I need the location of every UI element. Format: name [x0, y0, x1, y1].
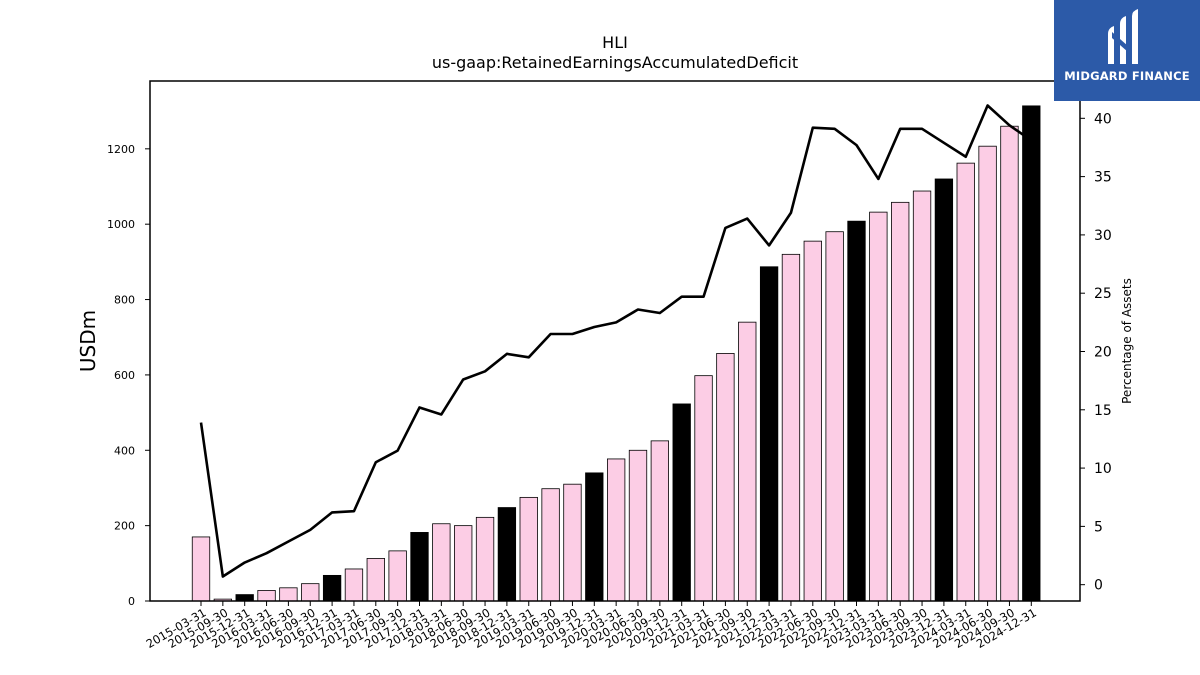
y2-tick-label: 35 [1094, 170, 1112, 186]
y-axis-right: 0 5 10 15 20 25 30 35 40 [1080, 111, 1112, 594]
y2-axis-label: Percentage of Assets [1120, 278, 1134, 404]
bar-2021-12-31 [759, 266, 779, 602]
y-axis-label: USDm [76, 310, 100, 372]
midgard-logo-icon [1108, 9, 1138, 64]
chart-subtitle: us-gaap:RetainedEarningsAccumulatedDefic… [432, 53, 798, 72]
bar-2023-12-31 [934, 178, 954, 602]
bar-2016-06-30 [279, 587, 298, 602]
percentage-line [199, 104, 1033, 578]
bar-2021-09-30 [738, 321, 757, 602]
bar-2018-12-31 [497, 507, 517, 602]
x-axis: 2015-03-312015-09-302015-12-312016-03-31… [144, 601, 1039, 651]
bar-2020-03-31 [607, 458, 626, 602]
bar-2022-03-31 [781, 253, 801, 602]
bar-2021-03-31 [694, 375, 713, 602]
bar-group [191, 105, 1041, 602]
bar-2024-09-30 [1000, 125, 1019, 602]
brand-logo: MIDGARD FINANCE [1054, 0, 1200, 101]
y-tick-label: 800 [114, 294, 135, 307]
bar-2015-03-31 [191, 536, 211, 602]
y2-tick-label: 5 [1094, 519, 1103, 535]
bar-2017-06-30 [366, 558, 385, 602]
bar-2020-12-31 [672, 403, 691, 602]
bar-2015-12-31 [235, 594, 254, 602]
bar-2019-03-31 [519, 496, 538, 602]
y-tick-label: 200 [114, 520, 135, 533]
bar-2024-06-30 [978, 145, 997, 602]
y2-tick-label: 0 [1094, 578, 1103, 594]
bar-2016-03-31 [257, 590, 276, 602]
bar-2024-12-31 [1022, 105, 1041, 602]
plot-frame [149, 80, 1081, 602]
chart-title: HLI [602, 33, 628, 52]
bar-2020-09-30 [650, 440, 669, 602]
y2-tick-label: 15 [1094, 403, 1112, 419]
bar-2019-06-30 [541, 488, 560, 602]
y-tick-label: 400 [114, 444, 135, 457]
bar-2023-06-30 [891, 201, 910, 602]
y2-tick-label: 30 [1094, 228, 1112, 244]
y-tick-label: 1200 [107, 143, 135, 156]
y-tick-label: 1000 [107, 218, 135, 231]
bar-2023-09-30 [912, 190, 932, 602]
bar-2020-06-30 [628, 449, 648, 602]
bar-2024-03-31 [956, 162, 975, 602]
brand-name: MIDGARD FINANCE [1064, 69, 1190, 83]
bar-2018-06-30 [454, 525, 473, 602]
bar-2019-12-31 [585, 472, 604, 602]
bar-2016-09-30 [301, 583, 320, 602]
bar-2018-03-31 [432, 523, 451, 602]
bar-2021-06-30 [716, 353, 735, 602]
y2-tick-label: 10 [1094, 461, 1112, 477]
y2-tick-label: 25 [1094, 286, 1112, 302]
bar-2023-03-31 [869, 211, 888, 602]
bar-2017-12-31 [410, 532, 429, 602]
bar-2018-09-30 [475, 516, 495, 602]
bar-2022-06-30 [803, 240, 822, 602]
bar-2022-09-30 [825, 231, 844, 602]
y-tick-label: 600 [114, 369, 135, 382]
y2-tick-label: 20 [1094, 344, 1112, 360]
y-tick-label: 0 [128, 595, 135, 608]
y2-tick-label: 40 [1094, 111, 1112, 127]
bar-2016-12-31 [322, 574, 342, 602]
bar-2017-09-30 [388, 550, 407, 602]
bar-2019-09-30 [563, 483, 582, 602]
bar-2022-12-31 [847, 220, 866, 602]
y-axis-left: 0 200 400 600 800 1000 1200 [107, 143, 150, 608]
bar-2017-03-31 [344, 568, 364, 602]
line-series [199, 104, 1033, 578]
